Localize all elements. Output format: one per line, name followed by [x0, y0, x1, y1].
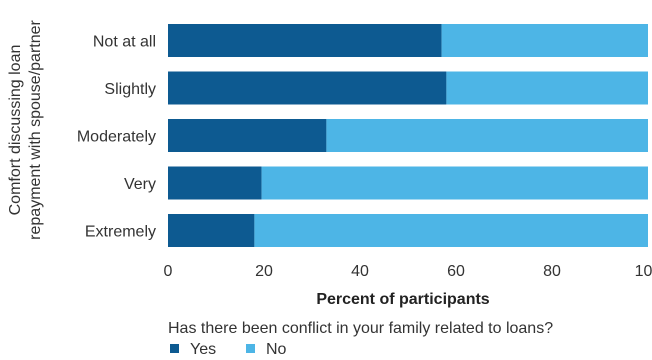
y-axis-title-line-1: Comfort discussing loan	[7, 45, 24, 216]
bar-very-no	[261, 166, 648, 200]
category-label: Not at all	[93, 34, 156, 51]
legend-label-yes: Yes	[190, 341, 216, 358]
bar-not-at-all-yes	[168, 24, 442, 57]
bar-moderately-yes	[168, 119, 327, 152]
bar-slightly-yes	[168, 71, 447, 105]
y-axis-title: Comfort discussing loan repayment with s…	[7, 19, 44, 239]
bar-very-yes	[168, 166, 262, 200]
bar-moderately-no	[326, 119, 648, 152]
x-tick-label: 0	[164, 263, 173, 280]
x-tick-label: 40	[351, 263, 369, 280]
legend: Has there been conflict in your family r…	[168, 320, 553, 358]
category-label: Moderately	[77, 129, 156, 146]
x-axis-title: Percent of participants	[316, 291, 489, 308]
x-tick-label: 80	[543, 263, 561, 280]
bar-slightly-no	[446, 71, 648, 105]
legend-label-no: No	[266, 341, 287, 358]
legend-title: Has there been conflict in your family r…	[168, 320, 553, 337]
x-tick-labels: 0 20 40 60 80 100	[164, 263, 652, 280]
category-label: Very	[124, 176, 156, 193]
y-axis-title-line-2: repayment with spouse/partner	[27, 19, 44, 239]
x-tick-label: 20	[255, 263, 273, 280]
bar-not-at-all-no	[441, 24, 648, 57]
category-label: Slightly	[104, 81, 156, 98]
bar-extremely-no	[254, 214, 648, 247]
category-labels: Not at all Slightly Moderately Very Extremel…	[77, 34, 156, 241]
x-tick-label: 60	[447, 263, 465, 280]
legend-swatch-no	[246, 344, 255, 353]
bar-extremely-yes	[168, 214, 255, 247]
legend-swatch-yes	[170, 344, 179, 353]
category-label: Extremely	[85, 224, 156, 241]
x-tick-label: 100	[635, 263, 652, 280]
bars-group	[168, 24, 648, 247]
